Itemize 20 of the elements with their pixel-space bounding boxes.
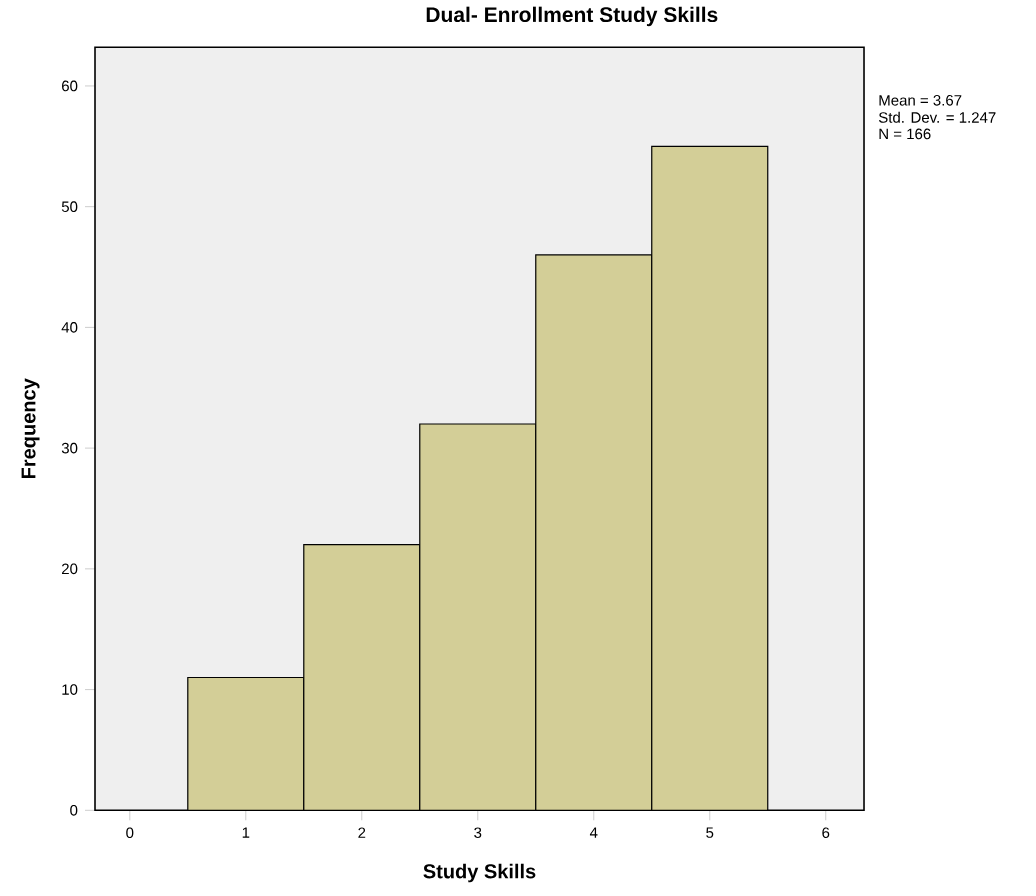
- x-tick-label: 1: [242, 827, 250, 838]
- x-tick-label: 6: [822, 827, 830, 838]
- chart-title: Dual- Enrollment Study Skills: [426, 6, 718, 27]
- x-axis-title: Study Skills: [423, 863, 536, 883]
- y-tick-label: 50: [61, 201, 78, 212]
- y-tick-label: 10: [62, 684, 78, 695]
- y-tick-label: 0: [70, 804, 78, 816]
- x-tick-label: 4: [589, 827, 598, 838]
- x-tick-label: 5: [706, 827, 714, 838]
- text: Std. Dev. = 1.247: [878, 111, 996, 123]
- y-tick-label: 60: [62, 80, 78, 92]
- text: N = 166: [879, 128, 931, 140]
- y-tick-label: 20: [62, 563, 78, 575]
- y-tick-label: 30: [61, 442, 78, 454]
- y-tick-label: 40: [61, 321, 78, 333]
- y-axis-title: Frequency: [21, 378, 40, 478]
- x-tick-label: 2: [358, 827, 366, 838]
- x-tick-label: 3: [474, 827, 482, 838]
- text: Mean = 3.67: [879, 94, 962, 106]
- x-tick-label: 0: [126, 827, 134, 838]
